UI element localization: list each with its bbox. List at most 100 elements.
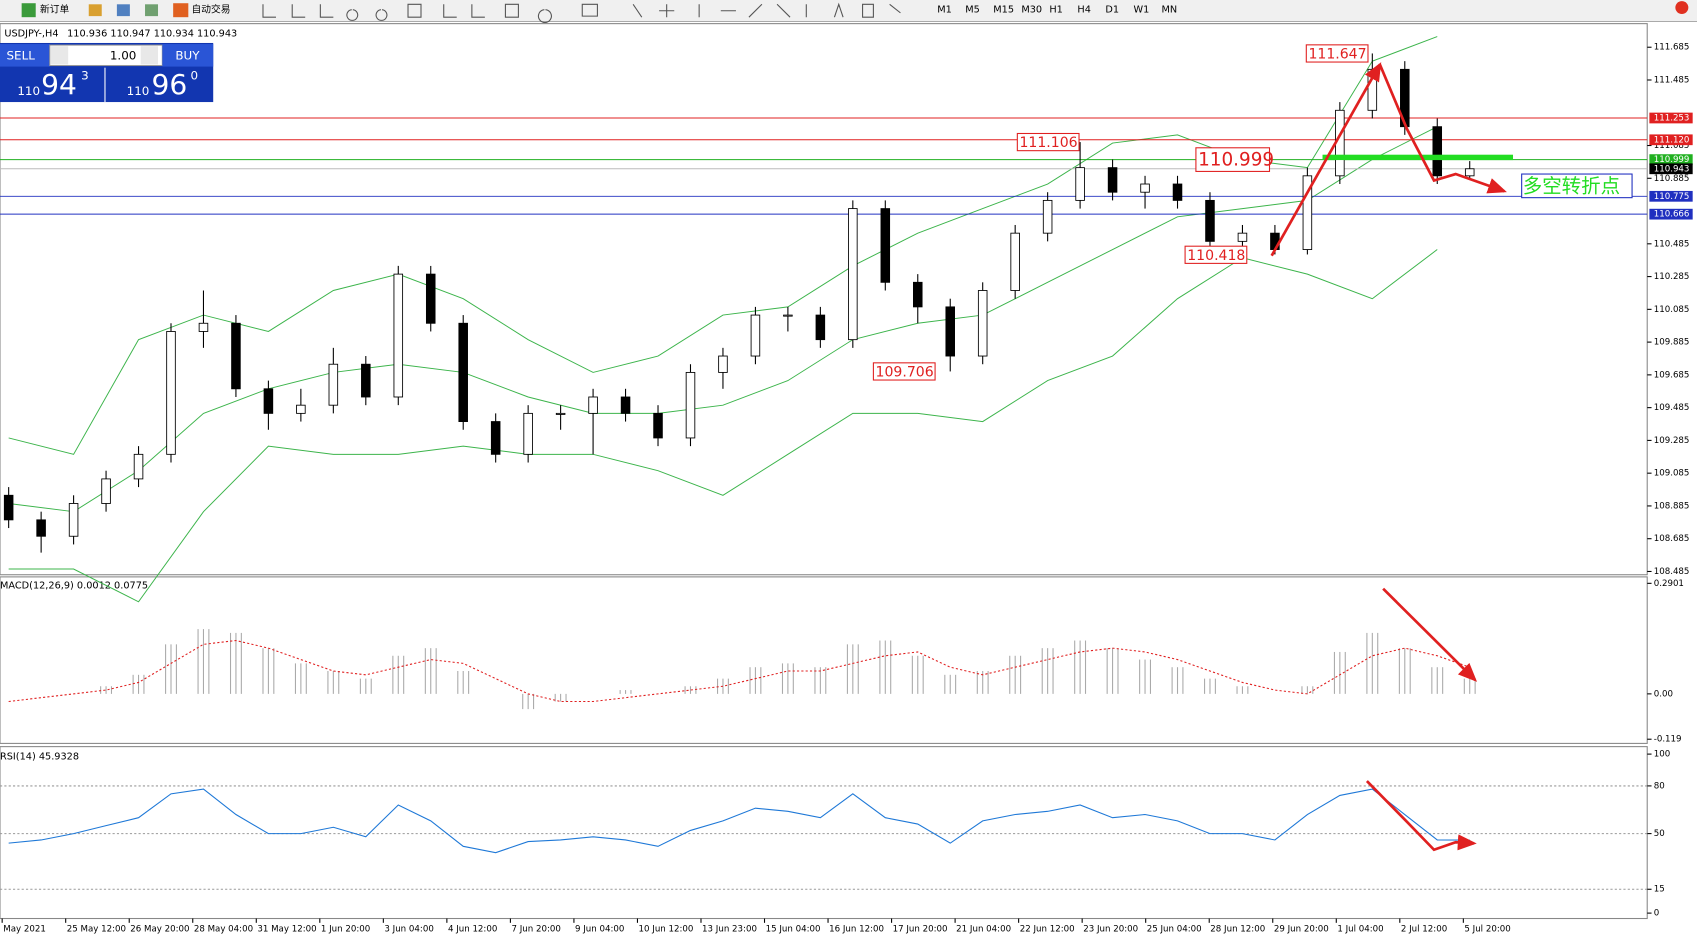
y-tick-label: 108.485 <box>1654 567 1690 577</box>
notification[interactable] <box>1675 1 1689 14</box>
lots-value[interactable]: 1.00 <box>110 48 137 62</box>
candle-body <box>1107 167 1118 193</box>
candle-body <box>393 273 404 398</box>
candle-body <box>361 363 371 398</box>
auto-trade-button[interactable]: 自动交易 <box>192 3 231 16</box>
candle-body <box>231 322 241 390</box>
tool-icon[interactable] <box>88 4 102 17</box>
y-tick-label: 111.685 <box>1654 43 1690 53</box>
tool-icon[interactable] <box>145 4 159 17</box>
red-arrow <box>1365 780 1477 852</box>
candle-body <box>328 363 339 406</box>
band-upper <box>8 36 1438 455</box>
candle-body <box>880 208 891 283</box>
candle-body <box>1205 199 1215 242</box>
x-tick-label: 5 Jul 20:00 <box>1464 925 1510 935</box>
level-tag <box>1649 208 1693 220</box>
bid-point[interactable]: 3 <box>81 69 89 83</box>
red-arrow <box>1270 62 1382 257</box>
x-tick-label: 9 Jun 04:00 <box>575 925 624 935</box>
candle-body <box>653 412 663 439</box>
timeframe-button[interactable]: H1 <box>1049 5 1063 16</box>
timeframe-button[interactable]: M30 <box>1021 5 1042 16</box>
candle-body <box>945 306 955 357</box>
timeframe-button[interactable]: W1 <box>1133 5 1149 16</box>
candle-body <box>263 388 274 414</box>
x-tick-label: 28 Jun 12:00 <box>1210 925 1265 935</box>
rsi-pane <box>0 746 1648 920</box>
candle-body <box>913 281 923 308</box>
new-order-icon[interactable] <box>21 3 36 18</box>
candle-body <box>620 396 631 414</box>
ask-pips[interactable]: 96 <box>152 68 188 101</box>
buy-label[interactable]: BUY <box>175 48 200 62</box>
lots-down[interactable] <box>50 46 69 65</box>
level-label: 111.120 <box>1654 135 1690 145</box>
y-tick-label: 110.885 <box>1654 174 1690 184</box>
candle-body <box>1302 175 1313 250</box>
x-tick-label: 22 Jun 12:00 <box>1020 925 1075 935</box>
candle-body <box>750 314 761 357</box>
level-label: 110.943 <box>1654 164 1690 174</box>
annotation: 111.106 <box>1019 135 1077 151</box>
annotation-box <box>1184 245 1248 264</box>
level-label: 111.253 <box>1654 114 1690 124</box>
sell-button[interactable] <box>0 44 50 67</box>
y-tick-label: 109.485 <box>1654 403 1690 413</box>
x-tick-label: 7 Jun 20:00 <box>511 925 560 935</box>
y-tick-label: 108.885 <box>1654 501 1690 511</box>
y-tick-label: 110.285 <box>1654 272 1690 282</box>
y-tick-label: 111.485 <box>1654 76 1690 86</box>
sell-label[interactable]: SELL <box>6 48 35 62</box>
x-tick-label: 16 Jun 12:00 <box>829 925 884 935</box>
x-tick-label: 29 Jun 20:00 <box>1274 925 1329 935</box>
y-tick-label: 108.685 <box>1654 534 1690 544</box>
timeframe-button[interactable]: D1 <box>1105 5 1119 16</box>
candle-body <box>1237 232 1248 242</box>
ask-point[interactable]: 0 <box>190 69 198 83</box>
lots-up[interactable] <box>140 46 159 65</box>
bid-prefix[interactable]: 110 <box>17 84 40 98</box>
timeframe-button[interactable]: H4 <box>1077 5 1091 16</box>
bid-pips[interactable]: 94 <box>41 68 77 101</box>
candle-body <box>555 412 566 415</box>
y-tick-label: 109.085 <box>1654 469 1690 479</box>
level-tag <box>1649 154 1693 165</box>
tool-icon[interactable] <box>116 4 130 17</box>
ohlc-readout: 110.936 110.947 110.934 110.943 <box>67 28 237 39</box>
x-tick-label: 28 May 04:00 <box>194 925 253 935</box>
candle-body <box>490 421 501 455</box>
annotation-box <box>1016 132 1080 152</box>
search[interactable] <box>1642 2 1687 20</box>
y-tick-label: 109.285 <box>1654 436 1690 446</box>
trade-panel: SELL 1.00 BUY 110 94 3 110 96 0 <box>0 42 214 103</box>
candle-body <box>783 314 793 317</box>
x-tick-label: 25 Jun 04:00 <box>1147 925 1202 935</box>
note: 多空转折点 <box>1523 174 1620 197</box>
candle-body <box>1010 232 1020 291</box>
timeframe-button[interactable]: MN <box>1161 5 1177 16</box>
y-tick-label: 0 <box>1654 909 1660 919</box>
candle-body <box>36 519 46 537</box>
level-label: 110.666 <box>1654 210 1690 220</box>
candle-body <box>588 396 598 414</box>
candle-body <box>1042 199 1053 234</box>
annotation: 110.999 <box>1198 150 1274 171</box>
candle-body <box>523 412 533 455</box>
candle-body <box>425 273 436 324</box>
new-order-button[interactable]: 新订单 <box>40 3 69 16</box>
x-tick-label: 25 May 12:00 <box>67 925 126 935</box>
timeframe-button[interactable]: M5 <box>965 5 980 16</box>
timeframe-button[interactable]: M1 <box>937 5 952 16</box>
note-box <box>1521 173 1633 199</box>
level-tag <box>1649 134 1693 146</box>
timeframe-button[interactable]: M15 <box>993 5 1014 16</box>
candle-body <box>68 503 79 537</box>
buy-button[interactable] <box>162 44 214 67</box>
level-tag <box>1649 190 1693 202</box>
ask-prefix[interactable]: 110 <box>127 84 150 98</box>
candle-body <box>848 208 858 341</box>
annotation-box <box>872 362 936 381</box>
auto-trade-icon[interactable] <box>173 3 189 18</box>
